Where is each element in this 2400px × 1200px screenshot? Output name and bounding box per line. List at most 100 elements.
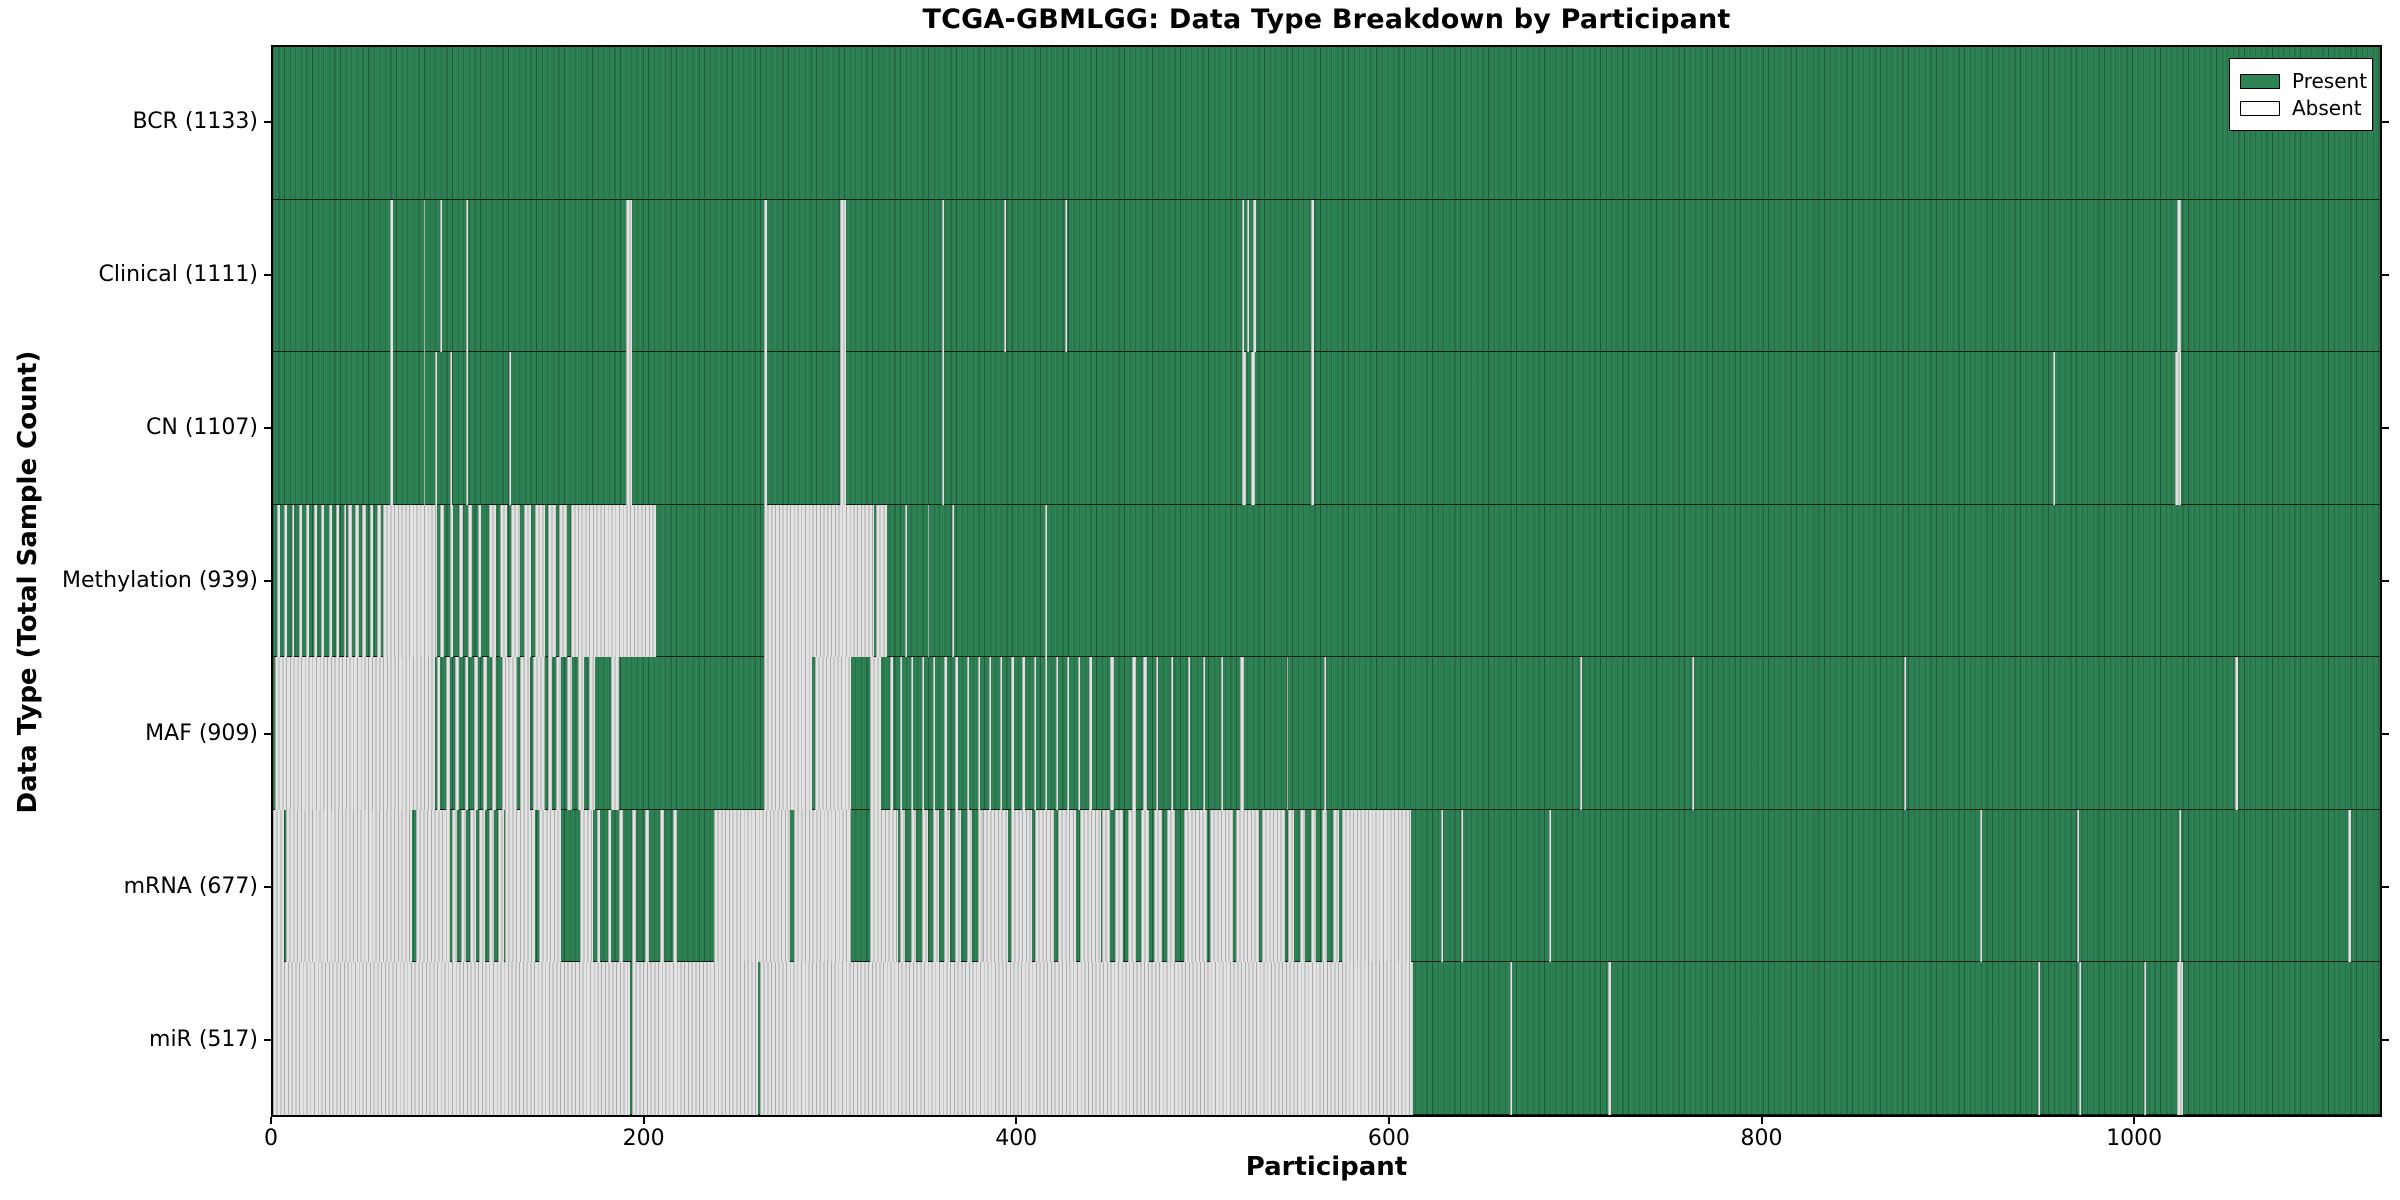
absent-segment (922, 657, 925, 810)
absent-segment (626, 352, 632, 505)
y-tick-label: BCR (1133) (132, 108, 258, 134)
legend-label: Absent (2292, 96, 2362, 120)
absent-segment (477, 504, 482, 658)
absent-segment (520, 657, 530, 810)
absent-segment (1236, 809, 1259, 963)
absent-segment (488, 504, 497, 658)
absent-segment (1154, 809, 1162, 963)
absent-segment (1262, 809, 1285, 963)
absent-segment (570, 504, 578, 658)
absent-segment (942, 199, 945, 353)
absent-segment (626, 199, 632, 353)
x-tick-mark (642, 1117, 645, 1124)
y-tick-mark (2382, 733, 2389, 736)
row-methylation (273, 504, 2380, 658)
absent-segment (942, 352, 945, 505)
absent-segment (2037, 962, 2040, 1115)
absent-segment (1310, 809, 1317, 963)
absent-segment (815, 657, 852, 810)
absent-segment (1003, 199, 1006, 353)
absent-segment (944, 809, 950, 963)
x-tick-label: 200 (622, 1126, 665, 1151)
absent-segment (473, 657, 478, 810)
absent-segment (548, 504, 556, 658)
row-clinical (273, 199, 2380, 353)
y-tick-label: miR (517) (149, 1027, 258, 1053)
absent-segment (470, 809, 476, 963)
absent-segment (382, 504, 437, 658)
absent-segment (1011, 657, 1014, 810)
absent-segment (760, 962, 1413, 1115)
absent-segment (2348, 809, 2352, 963)
absent-segment (977, 657, 981, 810)
absent-segment (313, 504, 317, 658)
y-tick-mark (2382, 580, 2389, 582)
x-tick-label: 1000 (2106, 1126, 2163, 1151)
absent-segment (538, 809, 562, 963)
absent-segment (377, 504, 381, 658)
absent-segment (1187, 657, 1190, 810)
absent-segment (1102, 809, 1110, 963)
row-mrna (273, 809, 2380, 963)
y-tick-mark (264, 886, 271, 889)
absent-segment (458, 504, 463, 658)
absent-segment (763, 352, 767, 505)
absent-segment (1184, 809, 1207, 963)
absent-segment (1044, 504, 1047, 658)
row-bcr (273, 47, 2380, 200)
legend-label: Present (2292, 69, 2368, 93)
absent-segment (951, 504, 954, 658)
absent-segment (1251, 352, 1255, 505)
absent-segment (286, 809, 413, 963)
absent-segment (348, 504, 353, 658)
absent-segment (306, 504, 310, 658)
absent-segment (1055, 657, 1059, 810)
x-tick-mark (1387, 1117, 1390, 1124)
absent-segment (2076, 809, 2079, 963)
absent-segment (1240, 657, 1244, 810)
y-tick-mark (264, 733, 271, 736)
absent-segment (988, 657, 992, 810)
absent-segment (977, 809, 984, 963)
absent-segment (869, 657, 882, 810)
absent-segment (1286, 657, 1289, 810)
y-tick-label: CN (1107) (146, 414, 258, 440)
absent-segment (793, 809, 852, 963)
legend-entry-absent: Absent (2240, 96, 2362, 120)
absent-segment (899, 657, 902, 810)
absent-segment (1167, 809, 1175, 963)
absent-segment (577, 504, 657, 658)
absent-segment (2179, 809, 2181, 963)
absent-segment (840, 352, 846, 505)
absent-segment (1310, 352, 1315, 505)
absent-segment (1141, 809, 1149, 963)
absent-segment (672, 809, 677, 963)
absent-segment (611, 657, 619, 810)
y-tick-label: Clinical (1111) (98, 261, 258, 287)
absent-segment (511, 504, 521, 658)
absent-segment (509, 352, 512, 505)
absent-segment (966, 657, 969, 810)
absent-segment (274, 657, 435, 810)
absent-segment (927, 504, 930, 658)
x-tick-mark (2133, 1117, 2136, 1124)
absent-segment (1691, 657, 1694, 810)
absent-segment (566, 657, 573, 810)
absent-segment (966, 809, 973, 963)
absent-segment (499, 504, 508, 658)
absent-segment (1089, 657, 1092, 810)
absent-segment (869, 809, 898, 963)
absent-segment (1035, 809, 1055, 963)
legend-swatch-icon (2240, 73, 2280, 89)
x-tick-label: 0 (264, 1126, 278, 1151)
absent-segment (1299, 809, 1306, 963)
row-cn (273, 352, 2380, 505)
absent-segment (1903, 657, 1906, 810)
legend: Present Absent (2229, 58, 2373, 131)
absent-segment (466, 352, 469, 505)
x-tick-mark (1015, 1117, 1018, 1124)
absent-segment (659, 809, 664, 963)
absent-segment (423, 199, 426, 353)
absent-segment (291, 504, 295, 658)
absent-segment (1067, 657, 1070, 810)
